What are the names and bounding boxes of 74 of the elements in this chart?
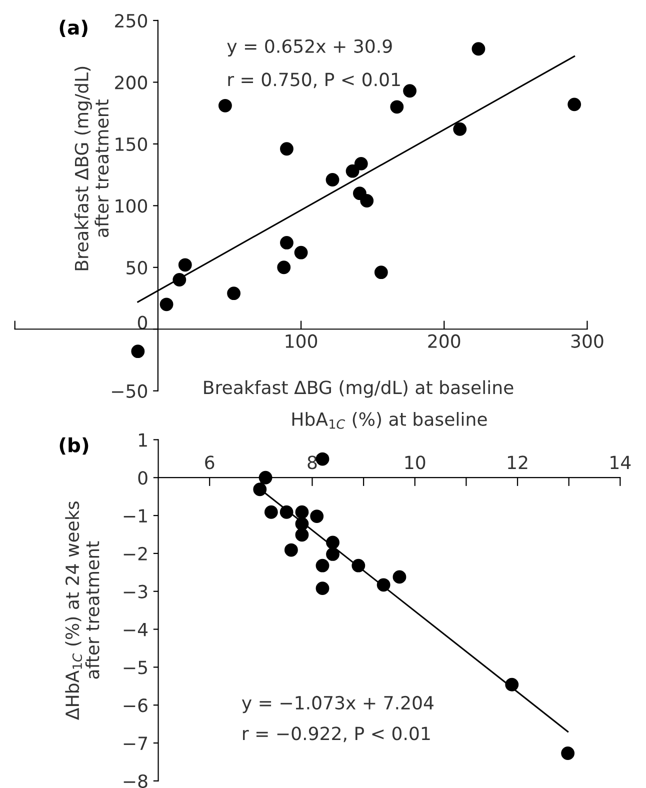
- y-tick-label: −3: [124, 584, 148, 598]
- point: [178, 258, 192, 272]
- y-tick-label: −6: [124, 698, 148, 712]
- point: [326, 173, 340, 186]
- y-axis-title: ΔHbA$_{1C}$ (%) at 24 weeks after treatment: [65, 502, 100, 720]
- point: [258, 470, 272, 484]
- y-tick-label: 250: [115, 14, 148, 28]
- x-tick-label: 300: [571, 334, 604, 348]
- chart-title: (a): [60, 20, 88, 38]
- y-tick-label: 50: [126, 260, 148, 275]
- point: [354, 156, 368, 170]
- y-tick-label: −2: [124, 546, 147, 560]
- point: [284, 543, 298, 557]
- point: [316, 582, 330, 596]
- point: [160, 298, 174, 312]
- point: [277, 260, 291, 274]
- point: [453, 122, 467, 136]
- y-tick-label: −5: [124, 660, 147, 674]
- point: [295, 517, 309, 531]
- chart-title: (b): [60, 437, 88, 455]
- annotation: r = 0.750, P < 0.01: [228, 72, 400, 88]
- y-tick-label: 1: [139, 433, 147, 447]
- y-tick-label: −8: [124, 774, 148, 788]
- point: [326, 547, 340, 561]
- point: [472, 42, 486, 56]
- point: [280, 142, 294, 156]
- point: [172, 273, 186, 286]
- y-tick-label: 0: [138, 471, 148, 485]
- x-tick-label: 6: [205, 456, 214, 470]
- point: [346, 164, 360, 178]
- point: [218, 98, 232, 112]
- y-tick-label: 200: [115, 76, 148, 90]
- x-tick-label: 12: [508, 456, 528, 469]
- point: [280, 505, 294, 519]
- y-tick-label: 150: [116, 137, 148, 152]
- point: [316, 452, 330, 466]
- point: [295, 505, 309, 519]
- y-tick-label: −4: [124, 622, 148, 636]
- x-tick-label: 8: [308, 456, 317, 470]
- x-axis-title: HbA$_{1C}$ (%) at baseline: [292, 412, 487, 429]
- point: [374, 266, 388, 280]
- x-tick-label: 10: [405, 456, 426, 470]
- point: [352, 558, 366, 572]
- point: [561, 746, 575, 760]
- point: [505, 678, 519, 692]
- point: [568, 98, 582, 112]
- y-tick-label: −7: [124, 736, 148, 750]
- x-axis-title: Breakfast ΔBG (mg/dL) at baseline: [204, 380, 514, 398]
- point: [403, 84, 416, 98]
- point: [390, 100, 404, 114]
- point: [294, 246, 308, 260]
- point: [264, 505, 278, 519]
- point: [295, 528, 309, 542]
- y-tick-label: 0: [138, 316, 148, 330]
- annotation: y = 0.652x + 30.9: [227, 39, 392, 56]
- point: [376, 578, 390, 592]
- y-tick-label: 100: [116, 199, 148, 213]
- x-tick-label: 14: [610, 456, 631, 469]
- point: [253, 482, 267, 496]
- point: [131, 344, 145, 358]
- point: [310, 510, 324, 523]
- point: [227, 286, 240, 300]
- y-tick-label: −1: [124, 509, 147, 522]
- annotation: r = −0.922, P < 0.01: [243, 726, 430, 742]
- point: [326, 536, 340, 550]
- point: [392, 570, 406, 584]
- point: [280, 236, 294, 250]
- x-tick-label: 100: [286, 334, 318, 348]
- y-axis-title: Breakfast ΔBG (mg/dL) after treatment: [74, 66, 109, 270]
- y-tick-label: −50: [112, 384, 148, 398]
- point: [360, 194, 374, 208]
- annotation: y = −1.073x + 7.204: [242, 696, 434, 714]
- point: [316, 558, 330, 572]
- x-tick-label: 200: [428, 334, 460, 348]
